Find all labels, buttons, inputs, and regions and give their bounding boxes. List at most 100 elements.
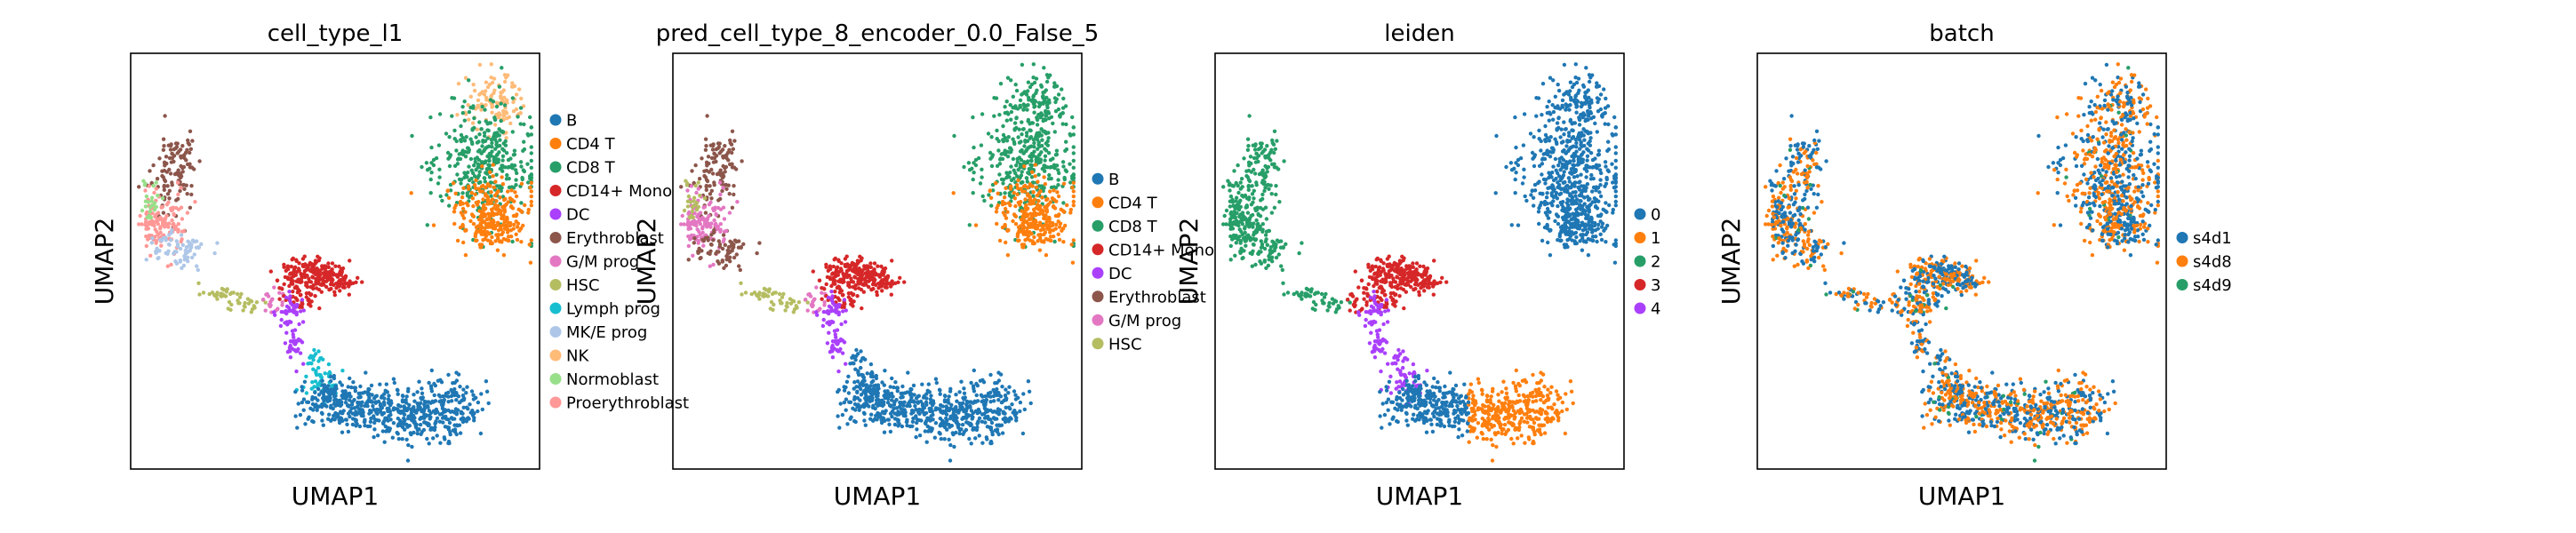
data-point — [857, 282, 861, 286]
data-point — [988, 390, 993, 395]
data-point — [476, 180, 482, 185]
data-point — [506, 230, 510, 235]
data-point — [176, 222, 180, 227]
data-point — [284, 330, 289, 335]
data-point — [1054, 148, 1060, 153]
data-point — [486, 211, 491, 216]
data-point — [817, 278, 822, 282]
data-point — [1246, 178, 1252, 182]
data-point — [444, 417, 449, 421]
data-point — [1064, 139, 1068, 144]
data-point — [468, 219, 473, 224]
data-point — [425, 168, 430, 172]
data-point — [994, 96, 999, 100]
data-point — [1043, 147, 1047, 151]
data-point — [732, 139, 737, 143]
data-point — [162, 178, 167, 182]
data-point — [310, 394, 315, 400]
data-point — [412, 420, 416, 425]
data-point — [435, 416, 440, 420]
data-point — [1012, 190, 1017, 195]
data-point — [254, 300, 260, 305]
legend-label: HSC — [1108, 335, 1142, 354]
data-point — [372, 414, 376, 418]
data-point — [456, 82, 461, 86]
data-point — [188, 165, 193, 170]
panel-1: pred_cell_type_8_encoder_0.0_False_5UMAP… — [632, 20, 1214, 511]
data-point — [1274, 184, 1278, 188]
data-point — [1228, 204, 1233, 209]
data-point — [319, 390, 324, 394]
data-point — [982, 198, 987, 203]
data-point — [410, 444, 414, 449]
data-point — [1254, 227, 1259, 233]
data-point — [1364, 300, 1369, 305]
data-point — [396, 432, 400, 436]
data-point — [1068, 131, 1072, 137]
data-point — [320, 383, 324, 387]
data-point — [967, 223, 972, 227]
data-point — [170, 152, 174, 156]
data-point — [460, 111, 465, 115]
data-point — [945, 427, 949, 432]
data-point — [164, 251, 168, 256]
data-point — [293, 338, 298, 343]
data-point — [180, 217, 185, 221]
data-point — [402, 404, 406, 409]
data-point — [833, 282, 837, 286]
data-point — [706, 155, 711, 159]
data-point — [846, 391, 852, 395]
data-point — [499, 91, 503, 95]
data-point — [905, 423, 909, 428]
data-point — [482, 176, 487, 180]
data-point — [995, 386, 999, 392]
data-point — [387, 394, 391, 398]
data-point — [1016, 135, 1020, 139]
data-point — [1248, 155, 1253, 159]
data-point — [932, 435, 938, 440]
data-point — [295, 290, 300, 295]
data-point — [902, 280, 907, 284]
data-point — [873, 271, 877, 275]
data-point — [1056, 194, 1061, 199]
data-point — [889, 403, 893, 408]
legend-marker — [1092, 172, 1104, 185]
data-point — [685, 188, 690, 193]
data-point — [490, 80, 495, 85]
data-point — [500, 163, 504, 168]
data-point — [1254, 152, 1259, 156]
data-point — [333, 264, 338, 268]
data-point — [1043, 154, 1048, 158]
data-point — [481, 238, 485, 243]
data-point — [500, 175, 504, 179]
data-point — [1275, 238, 1280, 243]
data-point — [349, 385, 354, 390]
data-point — [487, 175, 492, 179]
data-point — [948, 442, 953, 448]
data-point — [187, 243, 192, 248]
data-point — [279, 317, 284, 322]
data-point — [252, 304, 256, 308]
data-point — [446, 408, 451, 413]
data-point — [715, 171, 720, 177]
data-point — [835, 265, 840, 269]
data-point — [1035, 117, 1040, 123]
data-point — [372, 417, 377, 422]
data-point — [1038, 233, 1043, 237]
data-point — [486, 166, 492, 171]
data-point — [724, 263, 729, 268]
data-point — [1052, 197, 1057, 202]
data-point — [1031, 76, 1036, 80]
data-point — [730, 205, 735, 210]
data-point — [171, 205, 175, 210]
data-point — [321, 423, 325, 427]
data-point — [498, 94, 503, 99]
data-point — [971, 191, 975, 195]
data-point — [329, 286, 333, 291]
data-point — [1274, 255, 1279, 260]
data-point — [996, 407, 1001, 411]
data-point — [460, 206, 466, 211]
data-point — [159, 205, 164, 210]
data-point — [160, 222, 165, 227]
